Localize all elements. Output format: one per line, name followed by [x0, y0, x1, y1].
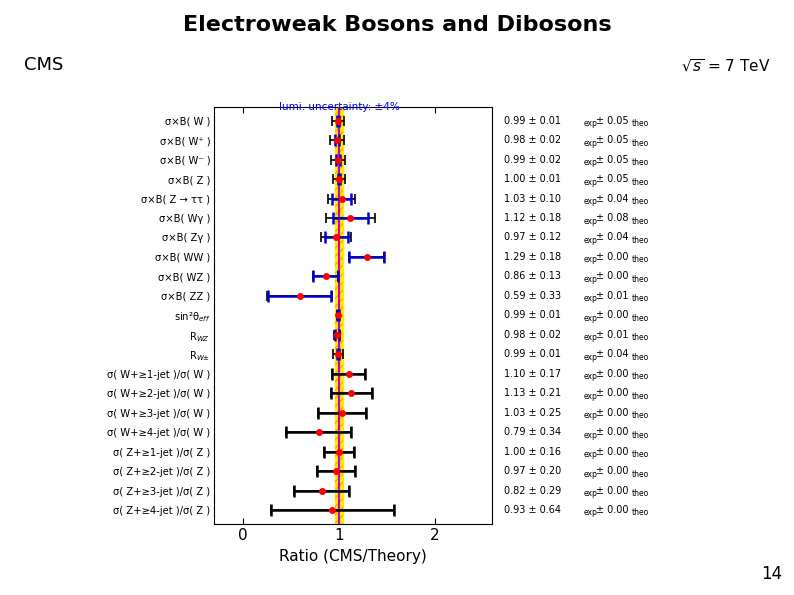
Text: ± 0.00: ± 0.00: [596, 388, 628, 398]
Text: exp: exp: [584, 431, 597, 440]
Text: theo: theo: [632, 236, 649, 245]
Text: exp: exp: [584, 236, 597, 245]
Text: ± 0.00: ± 0.00: [596, 427, 628, 437]
Text: theo: theo: [632, 411, 649, 420]
Text: 0.93 ± 0.64: 0.93 ± 0.64: [504, 505, 561, 515]
Text: ± 0.00: ± 0.00: [596, 486, 628, 496]
Text: theo: theo: [632, 119, 649, 128]
Text: 0.82 ± 0.29: 0.82 ± 0.29: [504, 486, 561, 496]
Text: exp: exp: [584, 469, 597, 478]
Text: theo: theo: [632, 177, 649, 187]
Text: exp: exp: [584, 489, 597, 498]
Text: theo: theo: [632, 469, 649, 478]
Text: ± 0.01: ± 0.01: [596, 330, 628, 340]
Text: exp: exp: [584, 255, 597, 264]
Text: exp: exp: [584, 353, 597, 362]
Text: 0.97 ± 0.20: 0.97 ± 0.20: [504, 466, 561, 476]
Text: 0.59 ± 0.33: 0.59 ± 0.33: [504, 291, 561, 301]
Text: exp: exp: [584, 450, 597, 459]
Text: theo: theo: [632, 509, 649, 518]
Text: Electroweak Bosons and Dibosons: Electroweak Bosons and Dibosons: [183, 15, 611, 35]
Text: exp: exp: [584, 392, 597, 400]
Text: exp: exp: [584, 275, 597, 284]
Text: ± 0.01: ± 0.01: [596, 291, 628, 301]
Text: exp: exp: [584, 411, 597, 420]
Text: exp: exp: [584, 139, 597, 148]
Text: ± 0.00: ± 0.00: [596, 408, 628, 418]
Text: ± 0.00: ± 0.00: [596, 271, 628, 281]
Text: ± 0.00: ± 0.00: [596, 505, 628, 515]
Text: ± 0.00: ± 0.00: [596, 311, 628, 320]
Text: 1.10 ± 0.17: 1.10 ± 0.17: [504, 369, 561, 379]
Text: exp: exp: [584, 197, 597, 206]
Text: theo: theo: [632, 158, 649, 167]
Text: ± 0.00: ± 0.00: [596, 252, 628, 262]
Text: 1.00 ± 0.16: 1.00 ± 0.16: [504, 447, 561, 456]
Text: 1.29 ± 0.18: 1.29 ± 0.18: [504, 252, 561, 262]
Text: 0.99 ± 0.02: 0.99 ± 0.02: [504, 155, 561, 165]
Text: theo: theo: [632, 275, 649, 284]
Text: 14: 14: [761, 565, 782, 583]
X-axis label: Ratio (CMS/Theory): Ratio (CMS/Theory): [279, 549, 427, 564]
Text: theo: theo: [632, 431, 649, 440]
Text: ± 0.00: ± 0.00: [596, 447, 628, 456]
Text: ± 0.05: ± 0.05: [596, 174, 628, 184]
Text: exp: exp: [584, 333, 597, 342]
Text: 0.98 ± 0.02: 0.98 ± 0.02: [504, 330, 561, 340]
Text: CMS: CMS: [24, 57, 64, 74]
Text: theo: theo: [632, 197, 649, 206]
Text: 0.99 ± 0.01: 0.99 ± 0.01: [504, 349, 561, 359]
Text: ± 0.08: ± 0.08: [596, 213, 628, 223]
Text: 0.97 ± 0.12: 0.97 ± 0.12: [504, 233, 561, 243]
Text: theo: theo: [632, 217, 649, 226]
Text: ± 0.05: ± 0.05: [596, 115, 628, 126]
Text: 1.03 ± 0.10: 1.03 ± 0.10: [504, 193, 561, 203]
Text: theo: theo: [632, 139, 649, 148]
Bar: [335, 107, 343, 524]
Text: theo: theo: [632, 450, 649, 459]
Text: 0.98 ± 0.02: 0.98 ± 0.02: [504, 135, 561, 145]
Text: $\sqrt{s}$ = 7 TeV: $\sqrt{s}$ = 7 TeV: [680, 57, 770, 74]
Text: theo: theo: [632, 489, 649, 498]
Text: exp: exp: [584, 158, 597, 167]
Text: 0.79 ± 0.34: 0.79 ± 0.34: [504, 427, 561, 437]
Bar: [335, 107, 343, 524]
Text: theo: theo: [632, 392, 649, 400]
Text: 0.99 ± 0.01: 0.99 ± 0.01: [504, 115, 561, 126]
Text: exp: exp: [584, 509, 597, 518]
Text: 1.12 ± 0.18: 1.12 ± 0.18: [504, 213, 561, 223]
Text: exp: exp: [584, 177, 597, 187]
Text: theo: theo: [632, 295, 649, 303]
Text: ± 0.04: ± 0.04: [596, 349, 628, 359]
Text: 0.86 ± 0.13: 0.86 ± 0.13: [504, 271, 561, 281]
Text: exp: exp: [584, 372, 597, 381]
Text: exp: exp: [584, 314, 597, 323]
Text: ± 0.05: ± 0.05: [596, 155, 628, 165]
Text: 1.13 ± 0.21: 1.13 ± 0.21: [504, 388, 561, 398]
Text: lumi. uncertainty: ±4%: lumi. uncertainty: ±4%: [279, 102, 399, 112]
Text: ± 0.05: ± 0.05: [596, 135, 628, 145]
Text: 1.00 ± 0.01: 1.00 ± 0.01: [504, 174, 561, 184]
Text: exp: exp: [584, 295, 597, 303]
Text: theo: theo: [632, 353, 649, 362]
Text: exp: exp: [584, 119, 597, 128]
Text: ± 0.04: ± 0.04: [596, 233, 628, 243]
Text: theo: theo: [632, 255, 649, 264]
Text: ± 0.04: ± 0.04: [596, 193, 628, 203]
Text: 0.99 ± 0.01: 0.99 ± 0.01: [504, 311, 561, 320]
Text: theo: theo: [632, 314, 649, 323]
Text: theo: theo: [632, 372, 649, 381]
Text: exp: exp: [584, 217, 597, 226]
Text: ± 0.00: ± 0.00: [596, 466, 628, 476]
Text: ± 0.00: ± 0.00: [596, 369, 628, 379]
Text: theo: theo: [632, 333, 649, 342]
Text: 1.03 ± 0.25: 1.03 ± 0.25: [504, 408, 561, 418]
